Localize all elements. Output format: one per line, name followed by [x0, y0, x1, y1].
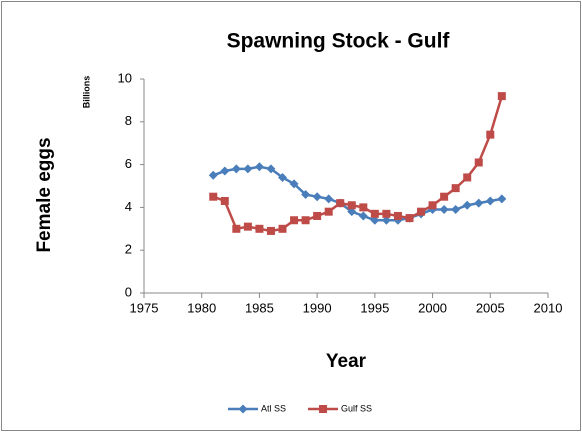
x-axis-label: Year [326, 351, 367, 372]
y-tick-label: 10 [118, 70, 132, 85]
diamond-marker [347, 207, 357, 217]
square-marker [463, 173, 472, 182]
diamond-marker [474, 198, 484, 208]
legend-label: Atl SS [261, 403, 286, 413]
diamond-marker [497, 194, 507, 204]
diamond-marker [266, 164, 276, 174]
diamond-marker [324, 194, 334, 204]
square-marker [405, 214, 414, 223]
square-marker [486, 130, 495, 139]
diamond-marker [208, 170, 218, 180]
square-marker [359, 203, 368, 212]
x-tick-label: 1975 [130, 300, 159, 315]
diamond-marker [243, 164, 253, 174]
y-axis-label: Female eggs [34, 137, 55, 252]
diamond-marker [289, 179, 299, 189]
chart-title: Spawning Stock - Gulf [227, 30, 451, 53]
diamond-marker [462, 200, 472, 210]
legend-marker [238, 404, 248, 414]
y-tick-label: 2 [125, 242, 132, 257]
legend-label: Gulf SS [341, 403, 372, 413]
square-marker [313, 211, 322, 220]
diamond-marker [451, 205, 461, 215]
square-marker [497, 92, 506, 101]
y-tick-label: 6 [125, 156, 132, 171]
square-marker [393, 211, 402, 220]
square-marker [220, 196, 229, 205]
square-marker [243, 222, 252, 231]
square-marker [266, 226, 275, 235]
diamond-marker [254, 162, 264, 172]
diamond-marker [485, 196, 495, 206]
diamond-marker [301, 190, 311, 200]
diamond-marker [439, 205, 449, 215]
diamond-marker [231, 164, 241, 174]
x-tick-label: 1980 [187, 300, 216, 315]
diamond-marker [220, 166, 230, 176]
square-marker [232, 224, 241, 233]
y-tick-label: 4 [125, 199, 132, 214]
y-tick-label: 8 [125, 113, 132, 128]
square-marker [440, 192, 449, 201]
x-tick-label: 1985 [245, 300, 274, 315]
diamond-marker [370, 215, 380, 225]
diamond-marker [312, 192, 322, 202]
square-marker [474, 158, 483, 167]
square-marker [324, 207, 333, 216]
square-marker [428, 201, 437, 210]
square-marker [370, 209, 379, 218]
x-tick-label: 1990 [303, 300, 332, 315]
square-marker [382, 209, 391, 218]
y-tick-label: 0 [125, 284, 132, 299]
square-marker [255, 224, 264, 233]
square-marker [301, 216, 310, 225]
x-tick-label: 1995 [360, 300, 389, 315]
square-marker [336, 199, 345, 208]
y-unit-label: Billions [81, 76, 91, 109]
square-marker [278, 224, 287, 233]
square-marker [451, 184, 460, 193]
diamond-marker [381, 215, 391, 225]
x-tick-label: 2000 [418, 300, 447, 315]
diamond-marker [358, 211, 368, 221]
square-marker [347, 201, 356, 210]
square-marker [290, 216, 299, 225]
legend-marker [319, 405, 327, 413]
square-marker [209, 192, 218, 201]
square-marker [417, 207, 426, 216]
x-tick-label: 2005 [476, 300, 505, 315]
diamond-marker [278, 172, 288, 182]
x-tick-label: 2010 [534, 300, 563, 315]
